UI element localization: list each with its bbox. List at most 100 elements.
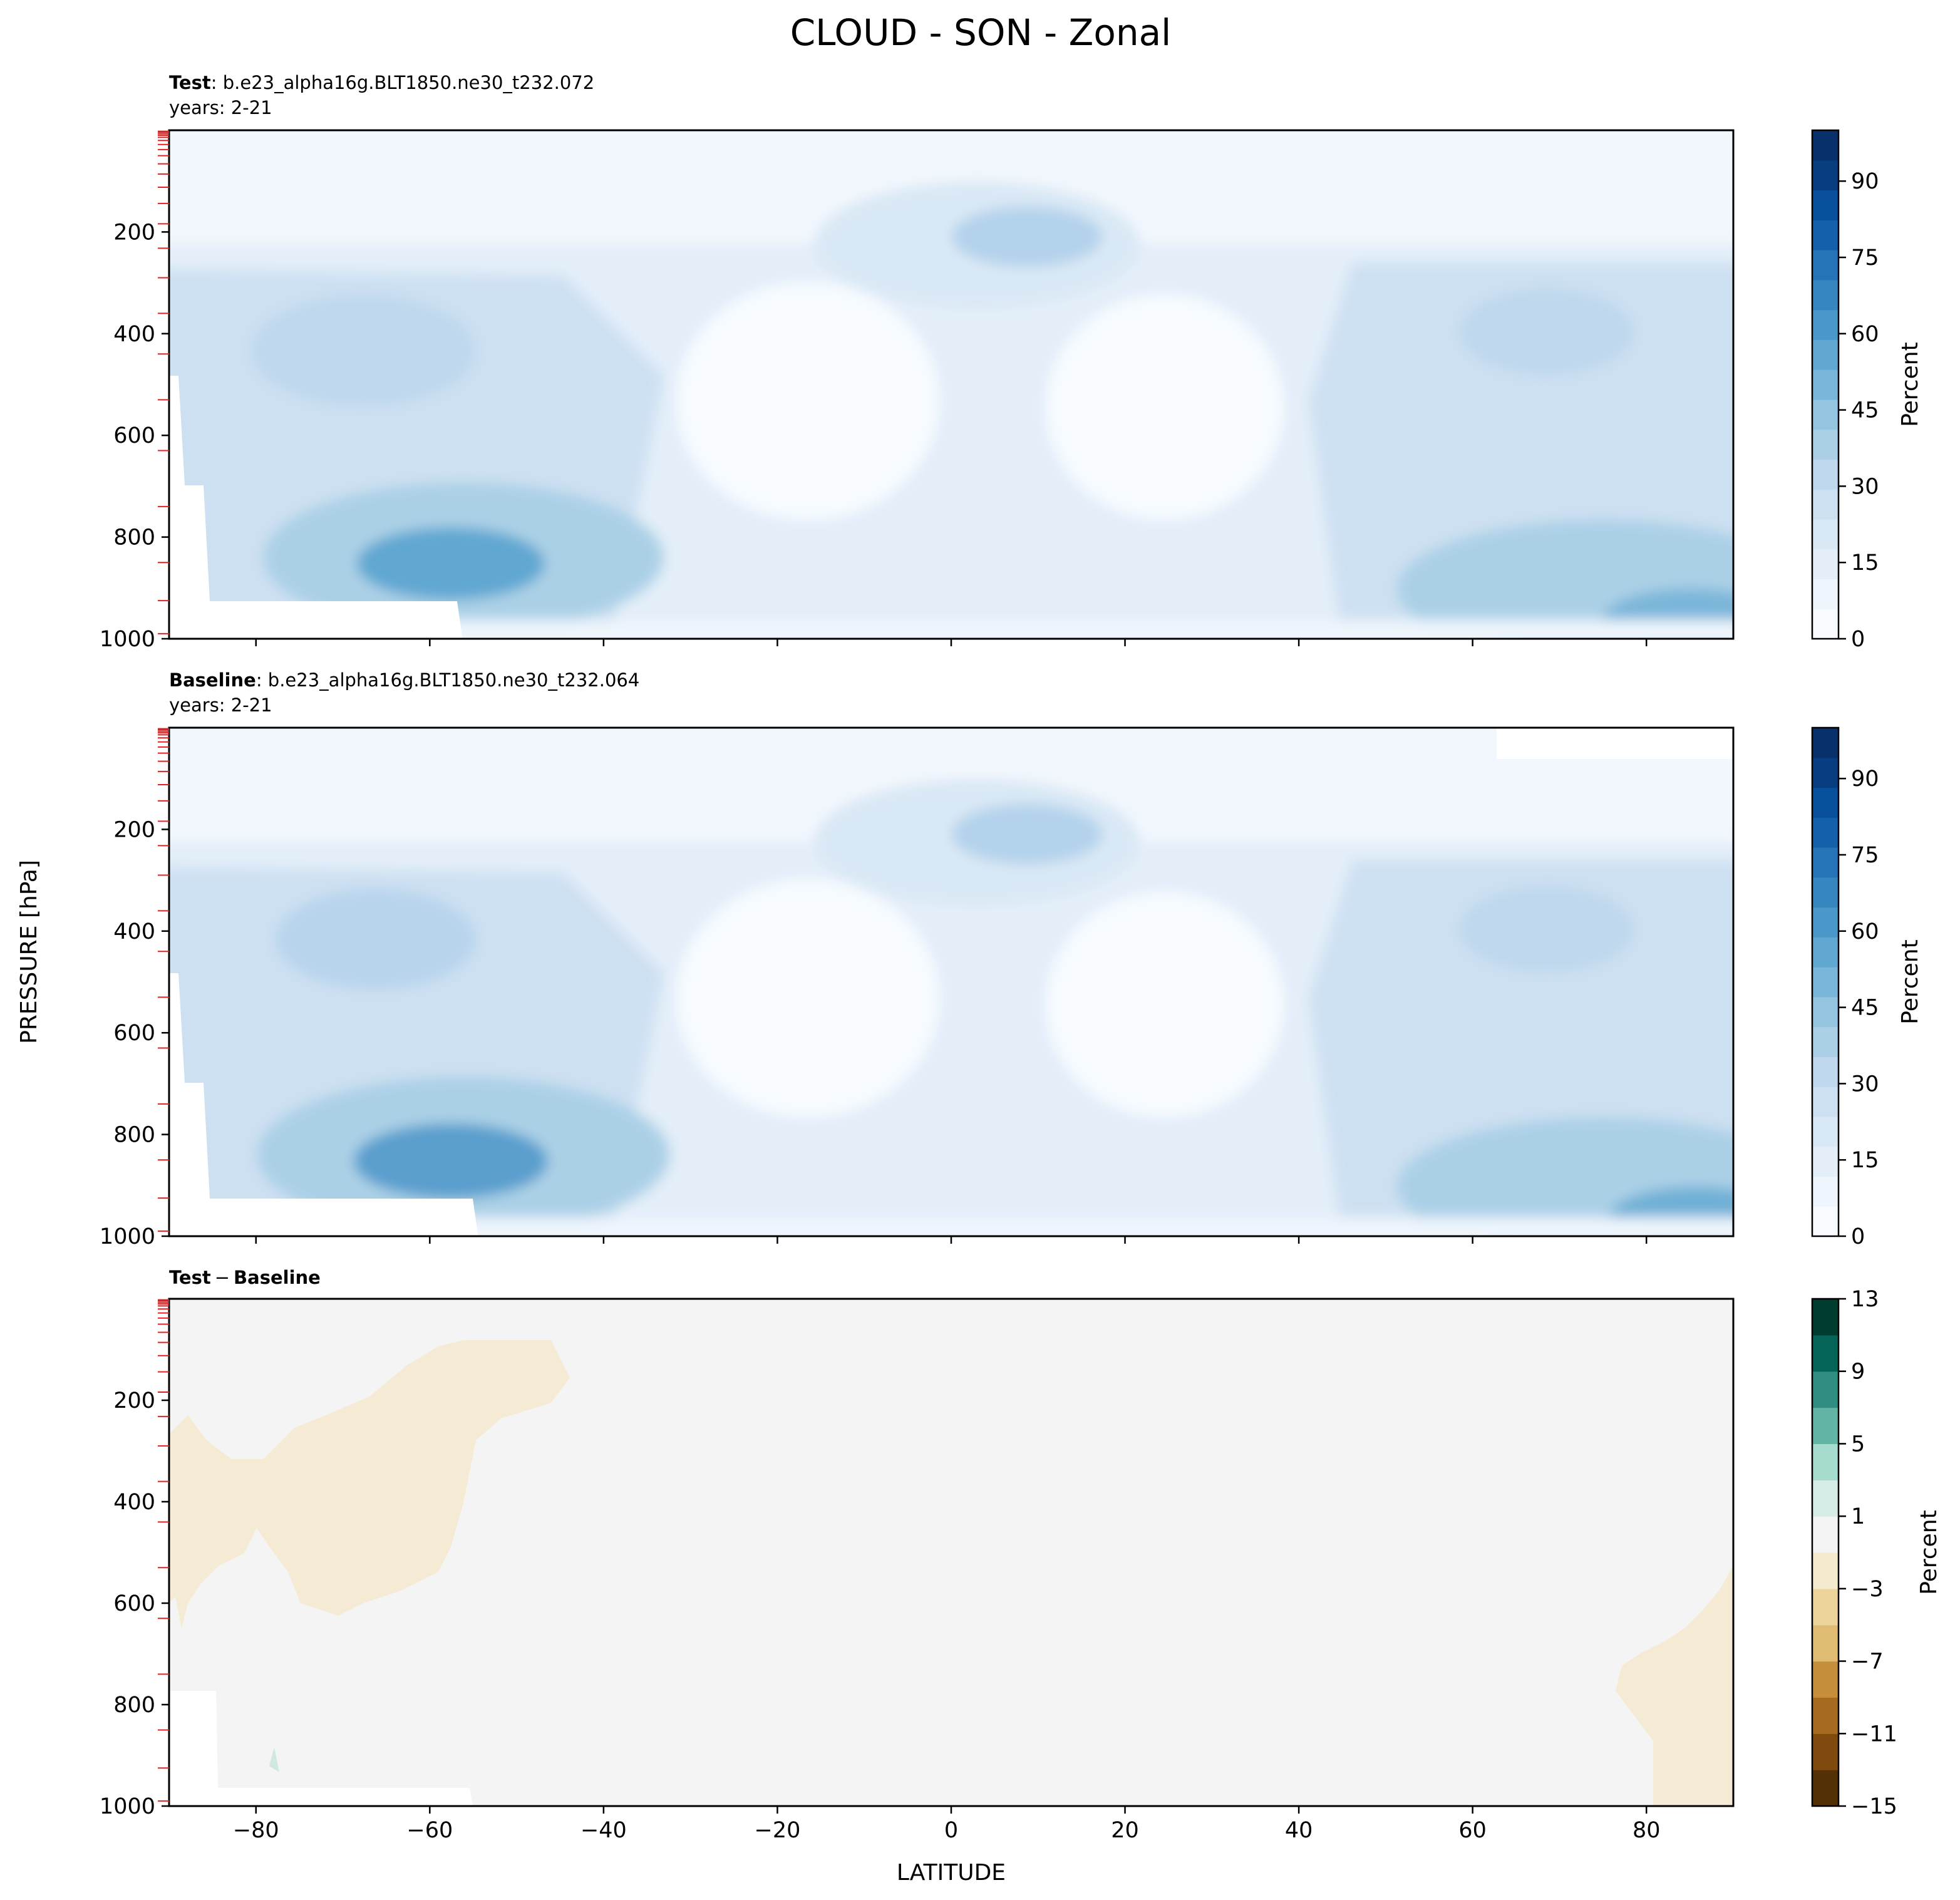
colorbar-segment [1812, 1443, 1839, 1480]
panel-difference: Test − Baseline −80 −60 −40 −20 0 20 40 60 80 200 40… [100, 1267, 1942, 1843]
x-axis-label: LATITUDE [897, 1860, 1006, 1886]
colorbar-frame [1811, 1298, 1840, 1807]
terrain-mask [169, 376, 463, 639]
figure-title: CLOUD - SON - Zonal [790, 11, 1172, 54]
colorbar-segment [1812, 728, 1839, 758]
colorbar-tick-label-30: 30 [1851, 1071, 1879, 1097]
panel-baseline-title-rest: : b.e23_alpha16g.BLT1850.ne30_t232.064 [256, 669, 639, 691]
x-tick-label-40: 40 [1285, 1818, 1313, 1843]
colorbar-segment [1812, 1371, 1839, 1408]
y-tick-label-400: 400 [113, 322, 155, 347]
colorbar-segment [1812, 1206, 1839, 1237]
y-tick-label-200: 200 [113, 1388, 155, 1413]
panel-difference-title-a: Test [169, 1267, 211, 1288]
sh-midlevel-max [250, 294, 476, 407]
x-tick-label-60: 60 [1458, 1818, 1487, 1843]
colorbar-segment [1812, 1480, 1839, 1517]
panel-baseline: Baseline: b.e23_alpha16g.BLT1850.ne30_t2… [100, 669, 1923, 1249]
colorbar-segment [1812, 429, 1839, 460]
colorbar-tick-label-45: 45 [1851, 996, 1879, 1021]
y-tick-label-600: 600 [113, 1021, 155, 1046]
colorbar-segment [1812, 1624, 1839, 1662]
x-tick-label--20: −20 [755, 1818, 801, 1843]
colorbar-segment [1812, 1176, 1839, 1207]
colorbar-tick-label-60: 60 [1851, 322, 1879, 347]
colorbar-tick-label-0: 0 [1851, 1224, 1865, 1249]
colorbar-segment [1812, 1588, 1839, 1626]
colorbar-segment [1812, 250, 1839, 281]
colorbar-segment [1812, 1056, 1839, 1087]
x-tick-label--40: −40 [580, 1818, 627, 1843]
colorbar-segment [1812, 847, 1839, 878]
panel-test-colorbar: 0 15 30 45 60 75 90 Percent [1811, 129, 1923, 652]
sh-lowlevel-max [354, 1123, 548, 1199]
panel-test: Test: b.e23_alpha16g.BLT1850.ne30_t232.0… [100, 72, 1923, 652]
panel-difference-title: Test − Baseline [169, 1267, 321, 1288]
tropical-200hPa-max [952, 207, 1102, 267]
y-tick-label-600: 600 [113, 423, 155, 448]
colorbar-segment [1812, 877, 1839, 908]
colorbar-segment [1812, 1299, 1839, 1336]
y-tick-label-1000: 1000 [100, 1794, 155, 1819]
colorbar-segment [1812, 817, 1839, 848]
colorbar-segment [1812, 399, 1839, 430]
x-tick-label-80: 80 [1632, 1818, 1661, 1843]
panel-test-title: Test: b.e23_alpha16g.BLT1850.ne30_t232.0… [169, 72, 594, 93]
sh-midlevel-max [276, 889, 476, 989]
colorbar-tick-label-1: 1 [1851, 1504, 1865, 1529]
y-tick-label-800: 800 [113, 1693, 155, 1718]
colorbar-segment [1812, 1770, 1839, 1807]
sh-negative-region [169, 1340, 570, 1628]
colorbar-segment [1812, 907, 1839, 937]
colorbar-segment [1812, 190, 1839, 220]
colorbar-tick-label-90: 90 [1851, 767, 1879, 792]
colorbar-segment [1812, 130, 1839, 161]
colorbar-segment [1812, 787, 1839, 818]
colorbar-frame [1811, 129, 1840, 640]
panel-baseline-title-bold: Baseline [169, 669, 256, 691]
colorbar-segment [1812, 1116, 1839, 1147]
colorbar-segment [1812, 489, 1839, 520]
colorbar-segment [1812, 757, 1839, 788]
colorbar-segment [1812, 1516, 1839, 1553]
colorbar-tick-label--11: −11 [1851, 1722, 1897, 1747]
panel-test-title-rest: : b.e23_alpha16g.BLT1850.ne30_t232.072 [211, 72, 594, 93]
colorbar-tick-label-60: 60 [1851, 919, 1879, 944]
panel-baseline-field [169, 728, 1733, 1236]
panel-difference-colorbar: −15 −11 −7 −3 1 5 9 13 Percent [1811, 1287, 1942, 1819]
colorbar-segment [1812, 549, 1839, 580]
nh-midlevel-max [1459, 885, 1634, 973]
colorbar-tick-label-13: 13 [1851, 1287, 1879, 1312]
colorbar-segment [1812, 220, 1839, 250]
colorbar-segment [1812, 996, 1839, 1028]
y-tick-label-200: 200 [113, 817, 155, 842]
panel-test-field [169, 130, 1733, 639]
panel-difference-axes: −80 −60 −40 −20 0 20 40 60 80 200 400 600 800 1000 [100, 1299, 1661, 1843]
y-tick-label-400: 400 [113, 919, 155, 944]
terrain-mask [169, 973, 478, 1236]
colorbar-tick-label-9: 9 [1851, 1360, 1865, 1385]
colorbar-segment [1812, 1335, 1839, 1372]
colorbar-segment [1812, 1697, 1839, 1734]
y-tick-label-800: 800 [113, 525, 155, 550]
colorbar-tick-label--15: −15 [1851, 1794, 1897, 1819]
colorbar-tick-label--7: −7 [1851, 1650, 1884, 1675]
colorbar-segment [1812, 1552, 1839, 1589]
x-tick-label-0: 0 [944, 1818, 958, 1843]
colorbar-tick-label-90: 90 [1851, 169, 1879, 194]
colorbar-segment [1812, 937, 1839, 968]
south-subtropical-min [676, 879, 939, 1117]
colorbar-tick-label-75: 75 [1851, 843, 1879, 868]
colorbar-segment [1812, 519, 1839, 550]
y-tick-label-800: 800 [113, 1123, 155, 1148]
y-tick-label-600: 600 [113, 1591, 155, 1616]
colorbar-tick-label-15: 15 [1851, 550, 1879, 576]
colorbar-label: Percent [1897, 342, 1923, 426]
panel-test-axes: 200 400 600 800 1000 [100, 130, 1648, 652]
colorbar-segment [1812, 1407, 1839, 1445]
colorbar-tick-label-0: 0 [1851, 627, 1865, 652]
panel-baseline-colorbar: 0 15 30 45 60 75 90 Percent [1811, 726, 1923, 1249]
x-tick-label--80: −80 [233, 1818, 279, 1843]
north-subtropical-min [1046, 294, 1284, 520]
